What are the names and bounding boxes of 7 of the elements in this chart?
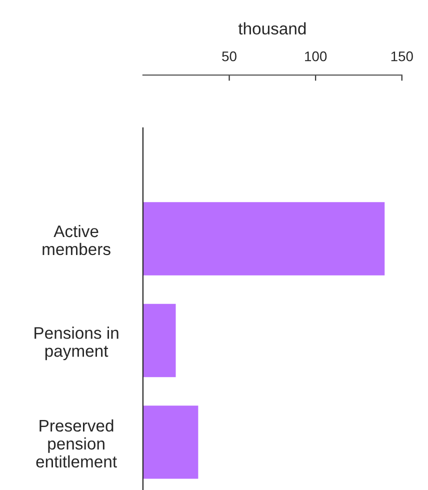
x2-tick-label: 150 <box>391 51 413 62</box>
y-tick-label: Active members <box>42 224 110 256</box>
x2-axis-title: thousand <box>238 22 306 35</box>
y-tick-label: Pensions in payment <box>34 326 118 360</box>
x2-tick-label: 50 <box>222 51 236 62</box>
x2-tick-label: 100 <box>305 51 327 62</box>
y-tick-label: Preserved pension entitlement <box>36 419 117 468</box>
